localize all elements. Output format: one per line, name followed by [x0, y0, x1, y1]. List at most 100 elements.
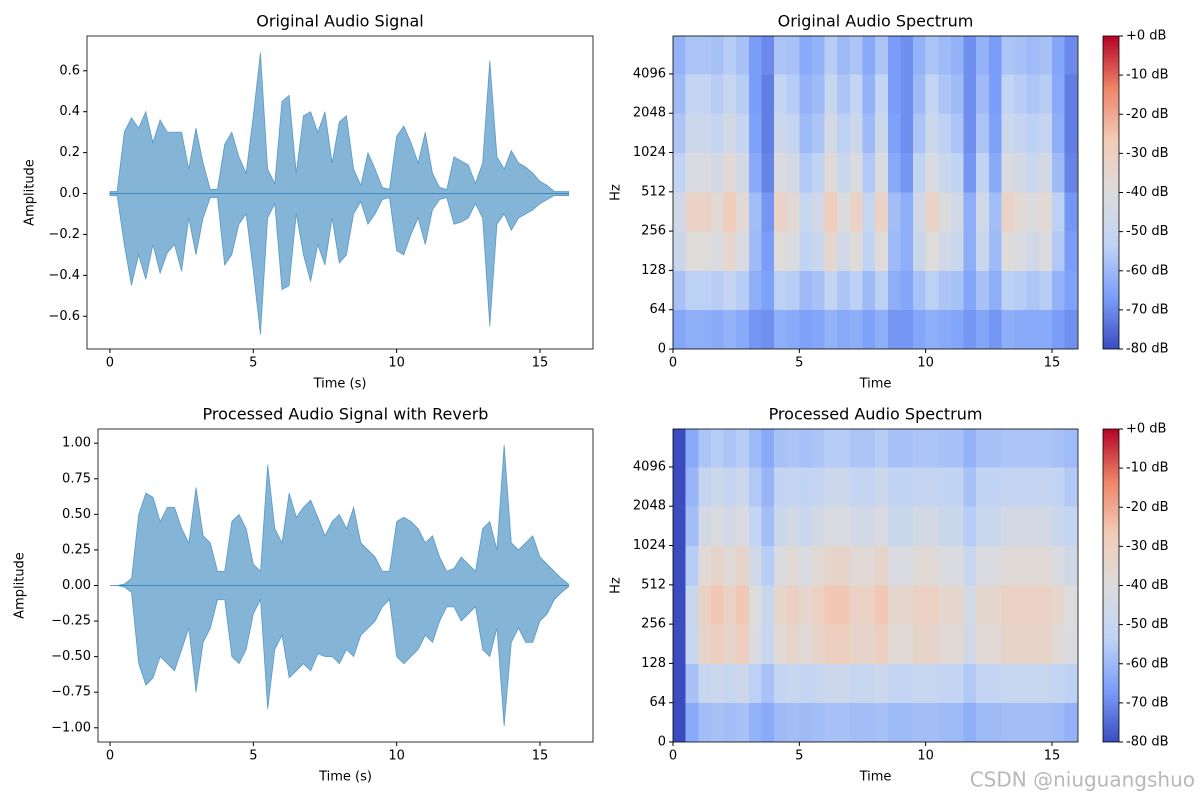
spectrogram-cell — [723, 429, 737, 468]
spectrogram-cell — [673, 73, 687, 114]
spectrogram-cell — [938, 702, 952, 742]
spectrogram-cell — [900, 506, 914, 547]
spectrogram-cell — [1039, 663, 1053, 704]
spectrogram-cell — [963, 545, 977, 586]
spectrogram-cell — [786, 231, 800, 271]
spectrogram-cell — [900, 429, 914, 468]
spectrogram-cell — [1039, 624, 1053, 664]
spectrogram-cell — [837, 152, 851, 193]
plot-area — [673, 429, 1078, 742]
spectrogram-cell — [875, 663, 889, 704]
spectrogram-cell — [673, 663, 687, 704]
spectrogram-cell — [849, 113, 863, 154]
spectrogram-cell — [1051, 663, 1066, 704]
spectrogram-cell — [925, 113, 939, 154]
spectrogram-cell — [710, 506, 725, 547]
spectrogram-cell — [976, 73, 990, 114]
spectrogram-cell — [938, 73, 952, 114]
spectrogram-cell — [913, 36, 927, 75]
y-tick-label: 0.4 — [59, 104, 80, 119]
spectrogram-cell — [963, 624, 977, 664]
spectrogram-cell — [774, 545, 788, 586]
spectrogram-cell — [1026, 113, 1040, 154]
x-axis-label: Time (s) — [313, 377, 367, 392]
spectrogram-cell — [736, 624, 750, 664]
spectrogram-cell — [824, 545, 838, 586]
chart-title: Processed Audio Spectrum — [769, 405, 983, 424]
spectrogram-cell — [786, 191, 800, 232]
colorbar-tick-label: +0 dB — [1126, 29, 1166, 44]
spectrogram-cell — [811, 702, 826, 742]
spectrogram-cell — [748, 113, 762, 154]
spectrogram-cell — [1064, 584, 1078, 625]
spectrogram-cell — [786, 429, 800, 468]
spectrogram-cell — [988, 506, 1002, 547]
spectrogram-cell — [862, 231, 876, 271]
spectrogram-cell — [1051, 191, 1066, 232]
y-tick-label: −0.75 — [51, 685, 91, 700]
spectrogram-cell — [963, 429, 977, 468]
y-tick-label: 256 — [641, 617, 666, 632]
spectrogram-cell — [710, 113, 725, 154]
spectrogram-cell — [761, 113, 775, 154]
spectrogram-cell — [837, 429, 851, 468]
spectrogram-cell — [710, 270, 725, 311]
spectrogram-cell — [685, 152, 699, 193]
spectrogram-cell — [913, 429, 927, 468]
spectrogram-cell — [988, 270, 1002, 311]
spectrogram-cell — [875, 73, 889, 114]
spectrogram-cell — [900, 466, 914, 507]
spectrogram-cell — [1014, 270, 1028, 311]
spectrogram-cell — [925, 36, 939, 75]
spectrogram-cell — [938, 429, 952, 468]
spectrogram-cell — [824, 663, 838, 704]
spectrogram-cell — [698, 624, 712, 664]
spectrogram-cell — [988, 663, 1002, 704]
spectrogram-cell — [938, 36, 952, 75]
spectrogram-cell — [976, 584, 990, 625]
spectrogram-cell — [976, 702, 990, 742]
spectrogram-cell — [698, 545, 712, 586]
spectrogram-cell — [849, 624, 863, 664]
colorbar-tick-label: -10 dB — [1126, 68, 1169, 83]
spectrogram-cell — [988, 113, 1002, 154]
spectrogram-cell — [723, 231, 737, 271]
spectrogram-cell — [710, 36, 725, 75]
spectrogram-cell — [1051, 429, 1066, 468]
y-tick-label: 128 — [641, 263, 666, 278]
spectrogram-cell — [685, 663, 699, 704]
spectrogram-cell — [976, 152, 990, 193]
waveform-envelope — [110, 444, 570, 586]
spectrogram-cell — [1026, 584, 1040, 625]
spectrogram-cell — [1039, 270, 1053, 311]
spectrogram-cell — [950, 113, 965, 154]
spectrogram-cell — [710, 466, 725, 507]
spectrogram-cell — [761, 152, 775, 193]
spectrogram-cell — [774, 466, 788, 507]
spectrogram-cell — [862, 429, 876, 468]
spectrogram-cell — [673, 702, 687, 742]
spectrogram-cell — [761, 663, 775, 704]
spectrogram-cell — [875, 506, 889, 547]
spectrogram-cell — [811, 545, 826, 586]
spectrogram-cell — [748, 466, 762, 507]
spectrogram-cell — [988, 702, 1002, 742]
spectrogram-cell — [837, 270, 851, 311]
spectrogram-cell — [925, 702, 939, 742]
spectrogram-cell — [950, 624, 965, 664]
spectrogram-cell — [748, 545, 762, 586]
spectrogram-cell — [849, 73, 863, 114]
spectrogram-cell — [938, 152, 952, 193]
spectrogram-cell — [976, 113, 990, 154]
y-tick-label: 2048 — [633, 106, 666, 121]
spectrogram-cell — [862, 663, 876, 704]
spectrogram-cell — [786, 545, 800, 586]
spectrogram-cell — [950, 584, 965, 625]
spectrogram-cell — [913, 506, 927, 547]
spectrogram-cell — [811, 36, 826, 75]
spectrogram-cell — [887, 702, 901, 742]
spectrogram-cell — [799, 702, 813, 742]
spectrogram-cell — [723, 152, 737, 193]
colorbar — [1102, 35, 1120, 350]
